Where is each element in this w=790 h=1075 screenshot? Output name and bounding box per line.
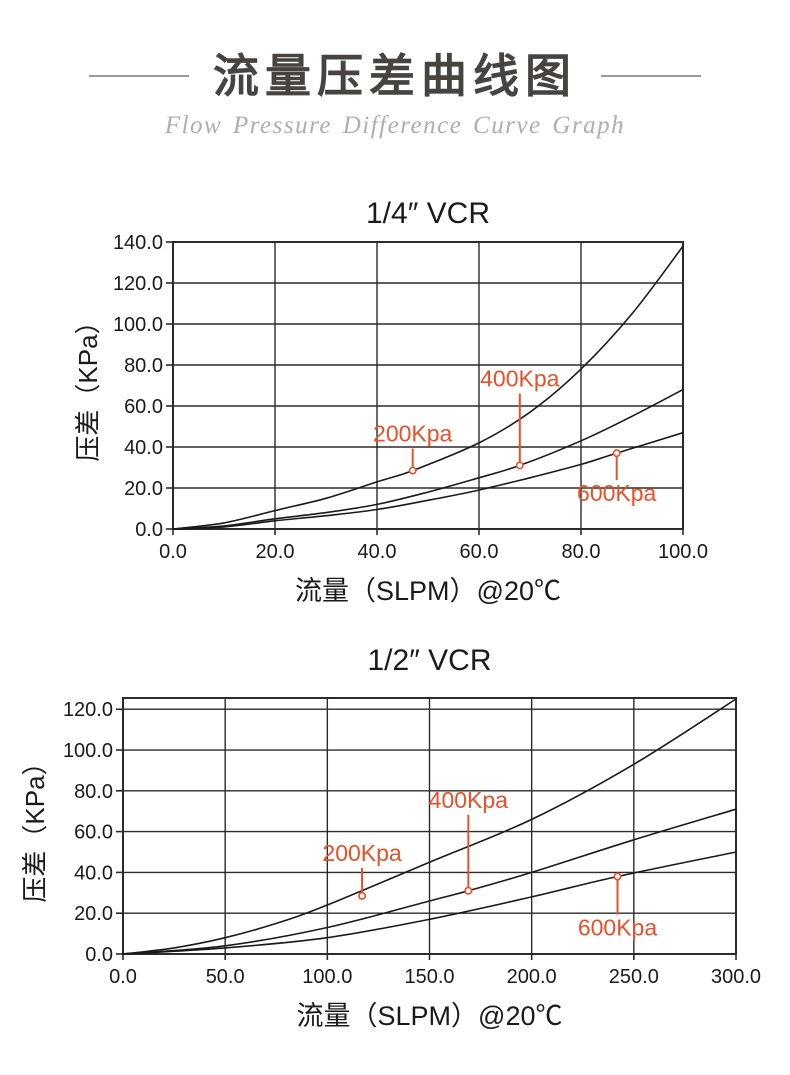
annotation-marker-400kpa [515,461,524,470]
y-tick-label: 40.0 [74,862,113,884]
y-axis-label: 压差（KPa） [73,308,103,461]
plot-border [172,241,684,530]
annotation-label-200kpa: 200Kpa [373,421,453,447]
curve-600kpa [172,431,684,530]
annotation-marker-200kpa [358,891,367,900]
plot-border [122,697,737,955]
y-tick-label: 80.0 [74,781,113,803]
header: 流量压差曲线图 [0,50,790,103]
x-tick-label: 80.0 [562,541,601,563]
chart-quarter-inch-vcr: 1/4″ VCR 0.0 20.0 40.0 60.0 80.0 100.0 0.0 20.0 4… [73,197,708,606]
y-tick-label: 40.0 [124,437,163,459]
x-tick-label: 200.0 [507,966,557,988]
x-tick-label: 60.0 [460,541,499,563]
chart-half-inch-vcr: 1/2″ VCR 0.0 50.0 100.0 150.0 200.0 250.0 300.0… [20,644,761,1031]
annotation-label-600kpa: 600Kpa [577,480,657,506]
curve-200kpa [122,698,737,955]
x-tick-label: 100.0 [658,541,708,563]
x-axis-label: 流量（SLPM）@20℃ [297,1001,563,1031]
chart-title: 1/4″ VCR [366,197,490,230]
y-tick-label: 100.0 [113,314,163,336]
annotation-label-600kpa: 600Kpa [578,914,658,940]
x-tick-label: 250.0 [609,966,659,988]
chart-title: 1/2″ VCR [368,644,492,677]
annotation-label-200kpa: 200Kpa [322,840,402,866]
annotation-marker-600kpa [613,872,622,881]
y-tick-label: 20.0 [124,478,163,500]
x-axis-label: 流量（SLPM）@20℃ [295,576,561,606]
title-divider-left [89,75,189,78]
annotation-marker-200kpa [408,466,417,475]
x-tick-label: 100.0 [302,966,352,988]
annotation-marker-600kpa [612,449,621,458]
curve-400kpa [172,388,684,530]
x-tick-label: 40.0 [358,541,397,563]
y-tick-label: 100.0 [63,740,113,762]
y-tick-label: 60.0 [74,822,113,844]
annotation-label-400kpa: 400Kpa [480,365,560,391]
x-tick-label: 0.0 [159,541,187,563]
y-tick-label: 20.0 [74,903,113,925]
y-tick-label: 140.0 [113,232,163,254]
x-tick-label: 300.0 [711,966,761,988]
x-tick-label: 0.0 [109,966,137,988]
y-tick-label: 0.0 [135,519,163,541]
annotation-label-400kpa: 400Kpa [429,787,509,813]
y-tick-label: 80.0 [124,355,163,377]
x-tick-label: 20.0 [256,541,295,563]
y-axis-label: 压差（KPa） [20,749,50,902]
page-title: 流量压差曲线图 [213,50,577,102]
x-tick-label: 50.0 [206,966,245,988]
annotation-marker-400kpa [464,886,473,895]
y-tick-label: 120.0 [63,699,113,721]
curve-400kpa [122,808,737,955]
page-subtitle: Flow Pressure Difference Curve Graph [164,112,626,139]
curve-200kpa [172,245,684,530]
x-tick-label: 150.0 [404,966,454,988]
y-tick-label: 60.0 [124,396,163,418]
title-divider-right [601,75,701,78]
y-tick-label: 120.0 [113,273,163,295]
y-tick-label: 0.0 [85,944,113,966]
